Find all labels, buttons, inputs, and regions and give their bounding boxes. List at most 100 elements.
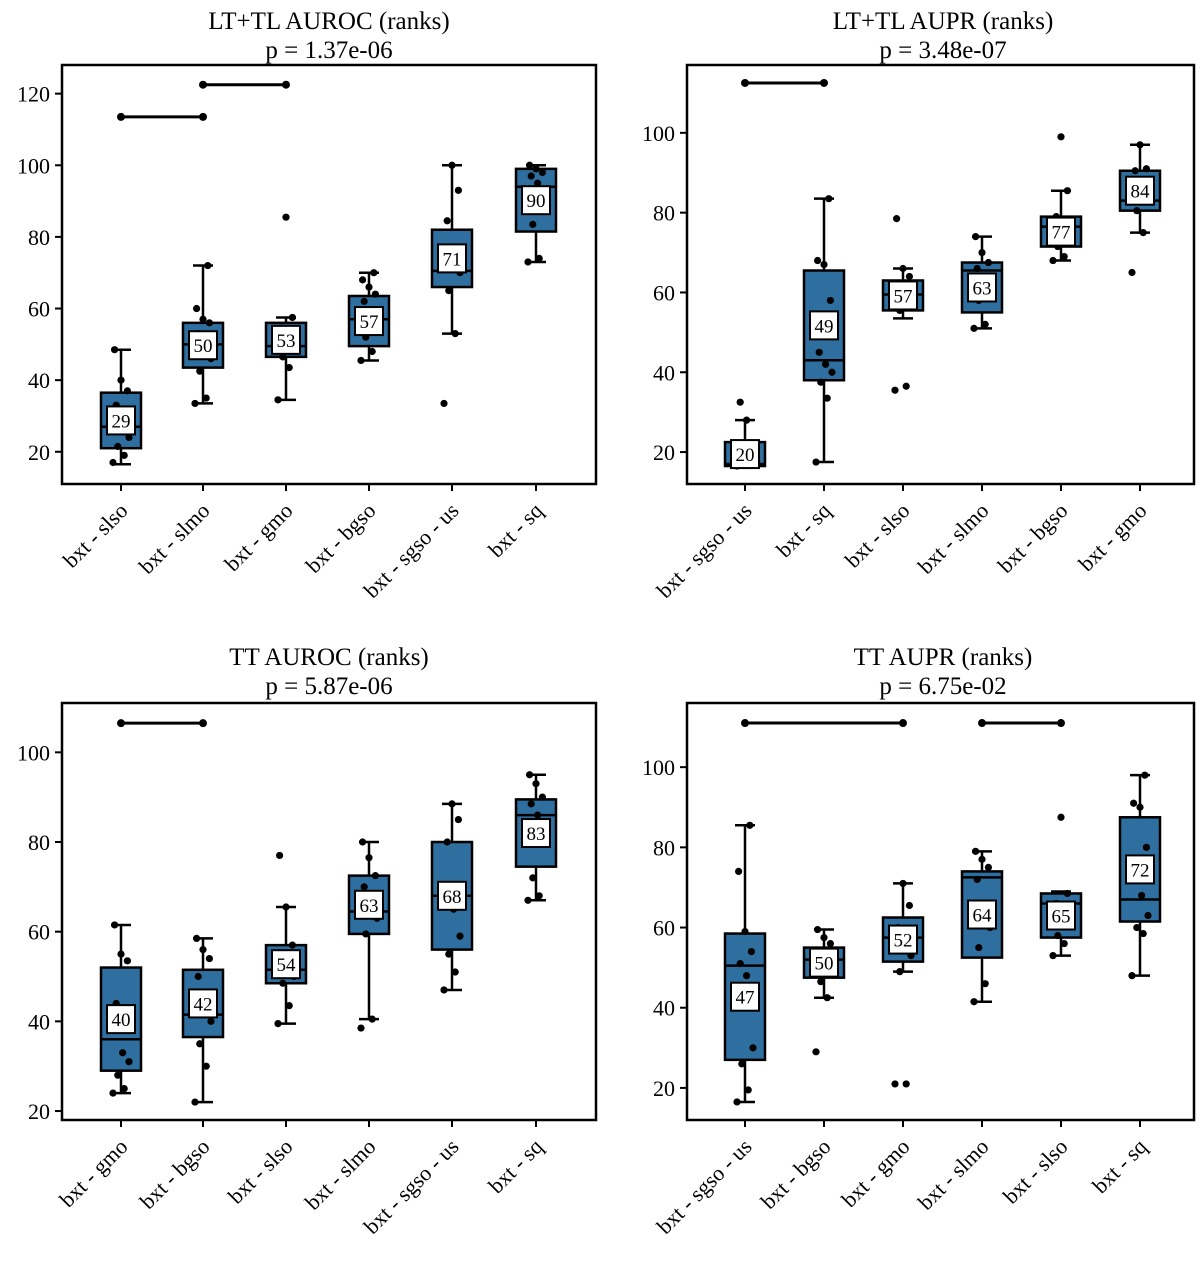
mean-label: 50 — [194, 336, 213, 357]
mean-label-box — [521, 185, 551, 216]
significance-end — [117, 112, 125, 121]
data-point — [1142, 843, 1150, 851]
data-point — [823, 994, 831, 1002]
y-tick-label: 40 — [653, 996, 675, 1021]
data-point — [973, 264, 981, 273]
data-point — [899, 264, 907, 273]
data-point — [902, 382, 910, 390]
x-tick-label: bxt - bgso — [301, 498, 381, 578]
data-point — [448, 800, 456, 808]
axes-frame — [60, 701, 598, 1122]
data-point — [907, 952, 915, 960]
data-point — [1136, 141, 1144, 149]
y-tick-label: 80 — [653, 201, 675, 226]
data-point — [986, 923, 994, 932]
mean-label-box — [1046, 216, 1076, 247]
mean-label-box — [888, 924, 918, 955]
significance-bar — [741, 719, 907, 728]
box-iqr — [802, 946, 846, 979]
x-tick-label: bxt - slmo — [300, 1134, 381, 1215]
data-point — [125, 1058, 133, 1066]
data-point — [119, 423, 127, 431]
data-point — [532, 780, 540, 788]
box-5: 65 — [1039, 813, 1083, 960]
mean-label-box — [730, 439, 760, 470]
data-point — [274, 396, 282, 404]
data-point — [529, 874, 537, 882]
data-point — [984, 258, 993, 267]
box-iqr — [99, 391, 143, 450]
data-point — [371, 872, 379, 880]
data-point — [123, 387, 131, 395]
data-point — [980, 903, 988, 912]
data-point — [534, 811, 542, 819]
box-6: 72 — [1118, 771, 1162, 980]
mean-label: 29 — [112, 411, 131, 432]
data-point — [284, 963, 292, 972]
mean-label: 20 — [736, 445, 755, 466]
mean-label-box — [271, 949, 301, 980]
data-point — [540, 201, 548, 209]
box-4: 64 — [960, 847, 1004, 1006]
data-point — [194, 329, 202, 338]
data-point — [1138, 891, 1146, 900]
mean-label-box — [437, 880, 467, 911]
data-point — [820, 933, 828, 942]
data-point — [1057, 133, 1065, 141]
data-point — [1139, 929, 1147, 938]
significance-bar — [117, 112, 207, 121]
data-point — [1059, 907, 1067, 916]
data-point — [373, 914, 381, 922]
data-point — [359, 838, 367, 846]
data-point — [524, 258, 532, 266]
data-point — [749, 448, 757, 456]
x-tick-label: bxt - sgso - us — [652, 498, 757, 603]
data-point — [746, 821, 754, 829]
data-point — [362, 333, 370, 341]
box-iqr — [960, 261, 1004, 314]
box-iqr — [723, 440, 767, 468]
mean-label-box — [809, 947, 839, 978]
mean-label: 40 — [112, 1010, 131, 1031]
y-tick-label: 40 — [28, 368, 50, 393]
box-3: 54 — [264, 851, 308, 1028]
data-point — [448, 161, 456, 169]
box-iqr — [514, 167, 558, 233]
data-point — [196, 1040, 204, 1048]
box-iqr — [1039, 892, 1083, 939]
data-point — [191, 399, 199, 408]
mean-label: 54 — [277, 955, 297, 976]
data-point — [741, 927, 749, 936]
data-point — [290, 342, 298, 350]
data-point — [1054, 931, 1062, 940]
data-point — [894, 923, 902, 932]
data-point — [744, 1086, 752, 1094]
data-point — [279, 979, 287, 987]
box-iqr — [960, 870, 1004, 959]
data-point — [202, 394, 210, 402]
data-point — [207, 1017, 215, 1025]
data-point — [357, 356, 365, 365]
data-point — [733, 1098, 741, 1106]
data-point — [368, 347, 376, 356]
data-point — [201, 995, 209, 1003]
mean-label: 77 — [1052, 223, 1071, 244]
box-iqr — [881, 916, 925, 963]
data-point — [981, 980, 989, 988]
data-point — [891, 386, 899, 394]
x-tick-label: bxt - sq — [483, 498, 547, 562]
box-4: 57 — [347, 269, 391, 365]
data-point — [896, 968, 904, 976]
data-point — [540, 833, 548, 842]
data-point — [815, 348, 823, 356]
data-point — [285, 364, 293, 372]
x-tick-label: bxt - sgso - us — [359, 498, 464, 603]
data-point — [111, 346, 119, 354]
data-point — [1128, 972, 1136, 980]
x-tick-label: bxt - slmo — [913, 1134, 994, 1215]
x-tick-label: bxt - slmo — [134, 498, 215, 579]
data-point — [1063, 889, 1071, 898]
box-6: 90 — [514, 161, 558, 266]
